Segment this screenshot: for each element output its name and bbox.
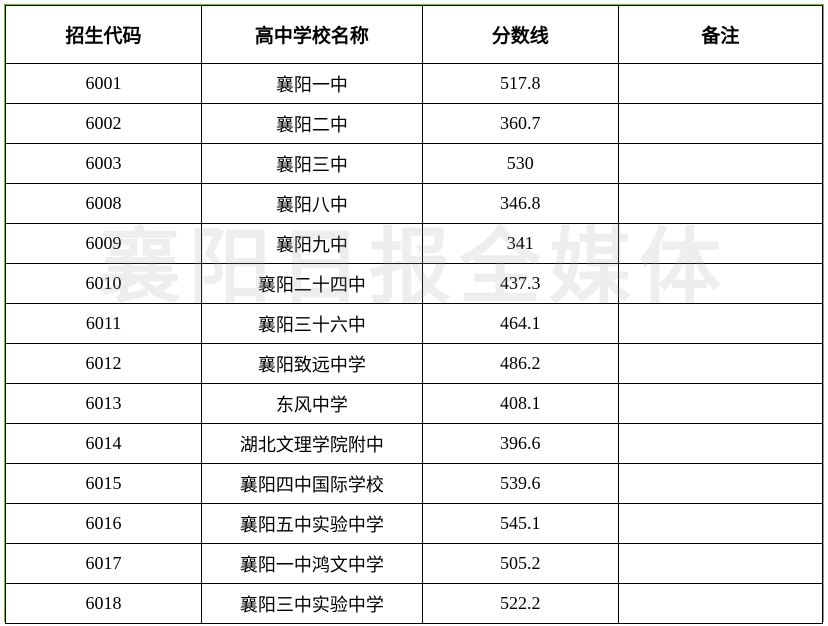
cell-code: 6016 bbox=[6, 504, 202, 544]
cell-note bbox=[618, 344, 822, 384]
table-outer-border: 招生代码 高中学校名称 分数线 备注 6001 襄阳一中 517.8 6002 … bbox=[4, 4, 824, 622]
table-row: 6018 襄阳三中实验中学 522.2 bbox=[6, 584, 823, 624]
cell-score: 545.1 bbox=[422, 504, 618, 544]
table-row: 6012 襄阳致远中学 486.2 bbox=[6, 344, 823, 384]
cell-score: 346.8 bbox=[422, 184, 618, 224]
cell-note bbox=[618, 224, 822, 264]
cell-score: 486.2 bbox=[422, 344, 618, 384]
cell-note bbox=[618, 464, 822, 504]
table-row: 6014 湖北文理学院附中 396.6 bbox=[6, 424, 823, 464]
cell-score: 517.8 bbox=[422, 64, 618, 104]
cell-note bbox=[618, 64, 822, 104]
cell-code: 6009 bbox=[6, 224, 202, 264]
cell-note bbox=[618, 184, 822, 224]
cell-note bbox=[618, 104, 822, 144]
cell-score: 396.6 bbox=[422, 424, 618, 464]
header-name: 高中学校名称 bbox=[202, 6, 423, 64]
table-row: 6002 襄阳二中 360.7 bbox=[6, 104, 823, 144]
cell-name: 襄阳二十四中 bbox=[202, 264, 423, 304]
header-code: 招生代码 bbox=[6, 6, 202, 64]
table-container: 招生代码 高中学校名称 分数线 备注 6001 襄阳一中 517.8 6002 … bbox=[0, 0, 828, 626]
cell-name: 襄阳一中 bbox=[202, 64, 423, 104]
cell-name: 襄阳八中 bbox=[202, 184, 423, 224]
cell-score: 530 bbox=[422, 144, 618, 184]
cell-code: 6001 bbox=[6, 64, 202, 104]
cell-score: 464.1 bbox=[422, 304, 618, 344]
cell-name: 湖北文理学院附中 bbox=[202, 424, 423, 464]
cell-score: 522.2 bbox=[422, 584, 618, 624]
cell-score: 437.3 bbox=[422, 264, 618, 304]
cell-name: 襄阳致远中学 bbox=[202, 344, 423, 384]
cell-code: 6014 bbox=[6, 424, 202, 464]
cell-note bbox=[618, 544, 822, 584]
cell-score: 539.6 bbox=[422, 464, 618, 504]
cell-name: 襄阳二中 bbox=[202, 104, 423, 144]
cell-name: 襄阳一中鸿文中学 bbox=[202, 544, 423, 584]
cell-name: 襄阳五中实验中学 bbox=[202, 504, 423, 544]
cell-score: 408.1 bbox=[422, 384, 618, 424]
header-note: 备注 bbox=[618, 6, 822, 64]
cell-code: 6012 bbox=[6, 344, 202, 384]
cell-note bbox=[618, 304, 822, 344]
cell-code: 6018 bbox=[6, 584, 202, 624]
cell-code: 6015 bbox=[6, 464, 202, 504]
cell-note bbox=[618, 384, 822, 424]
table-row: 6013 东风中学 408.1 bbox=[6, 384, 823, 424]
cell-code: 6010 bbox=[6, 264, 202, 304]
cell-code: 6011 bbox=[6, 304, 202, 344]
cell-name: 襄阳四中国际学校 bbox=[202, 464, 423, 504]
cell-score: 341 bbox=[422, 224, 618, 264]
table-row: 6009 襄阳九中 341 bbox=[6, 224, 823, 264]
table-row: 6008 襄阳八中 346.8 bbox=[6, 184, 823, 224]
cell-name: 襄阳九中 bbox=[202, 224, 423, 264]
cell-note bbox=[618, 504, 822, 544]
cell-code: 6008 bbox=[6, 184, 202, 224]
score-table: 招生代码 高中学校名称 分数线 备注 6001 襄阳一中 517.8 6002 … bbox=[5, 5, 823, 624]
header-score: 分数线 bbox=[422, 6, 618, 64]
cell-name: 襄阳三中实验中学 bbox=[202, 584, 423, 624]
cell-code: 6013 bbox=[6, 384, 202, 424]
cell-code: 6017 bbox=[6, 544, 202, 584]
cell-code: 6002 bbox=[6, 104, 202, 144]
cell-name: 东风中学 bbox=[202, 384, 423, 424]
table-row: 6010 襄阳二十四中 437.3 bbox=[6, 264, 823, 304]
table-row: 6011 襄阳三十六中 464.1 bbox=[6, 304, 823, 344]
table-row: 6016 襄阳五中实验中学 545.1 bbox=[6, 504, 823, 544]
table-row: 6015 襄阳四中国际学校 539.6 bbox=[6, 464, 823, 504]
cell-score: 360.7 bbox=[422, 104, 618, 144]
table-header-row: 招生代码 高中学校名称 分数线 备注 bbox=[6, 6, 823, 64]
cell-name: 襄阳三中 bbox=[202, 144, 423, 184]
cell-note bbox=[618, 144, 822, 184]
cell-name: 襄阳三十六中 bbox=[202, 304, 423, 344]
table-row: 6003 襄阳三中 530 bbox=[6, 144, 823, 184]
cell-code: 6003 bbox=[6, 144, 202, 184]
cell-note bbox=[618, 584, 822, 624]
cell-note bbox=[618, 424, 822, 464]
cell-score: 505.2 bbox=[422, 544, 618, 584]
table-row: 6017 襄阳一中鸿文中学 505.2 bbox=[6, 544, 823, 584]
table-body: 6001 襄阳一中 517.8 6002 襄阳二中 360.7 6003 襄阳三… bbox=[6, 64, 823, 624]
cell-note bbox=[618, 264, 822, 304]
table-row: 6001 襄阳一中 517.8 bbox=[6, 64, 823, 104]
